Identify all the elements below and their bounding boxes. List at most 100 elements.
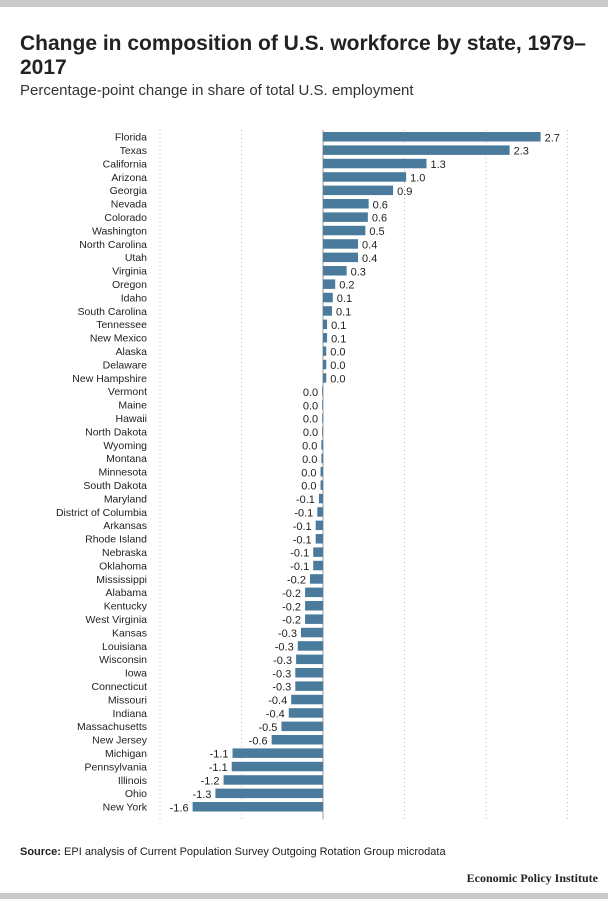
data-label: -0.4: [266, 708, 285, 720]
data-label: 0.6: [372, 213, 387, 225]
category-label: Washington: [92, 225, 147, 237]
data-label: 0.0: [301, 481, 316, 493]
source-note: Source: EPI analysis of Current Populati…: [20, 846, 446, 858]
source-label: Source:: [20, 846, 61, 858]
chart-title: Change in composition of U.S. workforce …: [20, 32, 586, 79]
bar-montana: [321, 453, 323, 464]
chart-subtitle: Percentage-point change in share of tota…: [20, 82, 414, 99]
data-label: -0.3: [273, 655, 292, 667]
category-label: Louisiana: [102, 641, 147, 653]
bar-ohio: [215, 788, 323, 799]
data-label: -0.3: [272, 682, 291, 694]
category-label: Vermont: [108, 386, 147, 398]
data-label: -0.3: [275, 641, 294, 653]
category-label: North Carolina: [79, 239, 147, 251]
data-label: 1.3: [431, 159, 446, 171]
data-label: 2.3: [514, 146, 529, 158]
category-label: Connecticut: [92, 681, 148, 693]
bar-new-hampshire: [323, 373, 327, 383]
data-label: 0.4: [362, 239, 377, 251]
category-label: Ohio: [125, 788, 147, 800]
data-label: -0.3: [272, 668, 291, 680]
data-label: -0.3: [278, 628, 297, 640]
data-label: 0.0: [302, 454, 317, 466]
data-label: 0.0: [301, 467, 316, 479]
category-label: Wisconsin: [99, 654, 147, 666]
category-label: Iowa: [125, 668, 147, 680]
bar-california: [323, 158, 427, 169]
data-label: -0.2: [287, 574, 306, 586]
data-label: 0.1: [331, 333, 346, 345]
category-label: North Dakota: [85, 426, 147, 438]
bar-rhode-island: [315, 534, 323, 544]
data-label: 0.1: [331, 320, 346, 332]
data-label: 1.0: [410, 172, 425, 184]
bar-hawaii: [322, 413, 323, 423]
category-label: Minnesota: [99, 467, 148, 479]
bar-wyoming: [321, 440, 323, 450]
bar-north-dakota: [322, 426, 323, 437]
bar-new-york: [192, 802, 323, 812]
category-label: South Dakota: [83, 480, 147, 492]
data-label: -1.1: [209, 762, 228, 774]
bar-alaska: [323, 346, 327, 356]
data-label: 0.0: [330, 347, 345, 359]
data-label: 0.6: [373, 199, 388, 211]
category-label: Michigan: [105, 748, 147, 760]
data-label: -1.2: [201, 775, 220, 787]
category-label: Nebraska: [102, 547, 147, 559]
category-label: Missouri: [108, 694, 147, 706]
bar-vermont: [322, 386, 323, 397]
data-label: -0.4: [268, 695, 287, 707]
category-label: New Mexico: [90, 333, 147, 345]
bar-kentucky: [305, 601, 323, 611]
category-label: Hawaii: [115, 413, 147, 425]
bar-oregon: [323, 279, 336, 289]
category-label: Mississippi: [96, 574, 147, 586]
category-label: Massachusetts: [77, 721, 147, 733]
data-label: -0.1: [290, 561, 309, 573]
data-label: -0.6: [249, 735, 268, 747]
category-label: Texas: [120, 145, 147, 157]
category-label: Kansas: [112, 627, 147, 639]
bar-maryland: [318, 493, 323, 504]
bar-virginia: [323, 266, 347, 276]
bar-illinois: [223, 775, 323, 785]
category-label: West Virginia: [86, 614, 148, 626]
data-label: 0.0: [330, 373, 345, 385]
bar-new-mexico: [323, 333, 328, 343]
data-label: 0.0: [330, 360, 345, 372]
source-text: EPI analysis of Current Population Surve…: [64, 846, 446, 858]
bar-arizona: [323, 172, 407, 182]
category-label: Utah: [125, 252, 147, 264]
data-label: 0.0: [303, 400, 318, 412]
bar-iowa: [295, 668, 323, 678]
data-label: 0.4: [362, 253, 377, 265]
bar-delaware: [323, 359, 327, 370]
bar-texas: [323, 145, 510, 155]
bar-arkansas: [315, 520, 323, 531]
bar-indiana: [288, 708, 323, 718]
category-label: Kentucky: [104, 601, 148, 613]
category-label: New Hampshire: [72, 373, 147, 385]
category-label: Oregon: [112, 279, 147, 291]
data-label: 0.3: [351, 266, 366, 278]
data-label: 0.0: [303, 427, 318, 439]
bar-chart: Florida 2.7 Texas 2.3 California 1.3 Arizona 1.…: [56, 130, 568, 820]
category-label: Arkansas: [103, 520, 147, 532]
data-label: -1.6: [170, 802, 189, 814]
category-label: Colorado: [104, 212, 147, 224]
data-label: 0.5: [369, 226, 384, 238]
bar-nebraska: [313, 547, 323, 557]
category-label: Montana: [106, 453, 147, 465]
category-label: Delaware: [103, 359, 148, 371]
data-label: 0.2: [339, 280, 354, 292]
category-label: California: [103, 158, 148, 170]
category-label: Maryland: [104, 493, 147, 505]
data-label: -0.2: [282, 615, 301, 627]
data-label: 0.9: [397, 186, 412, 198]
data-label: -0.5: [258, 722, 277, 734]
bar-idaho: [323, 292, 333, 303]
bar-alabama: [305, 587, 323, 598]
bar-west-virginia: [305, 614, 323, 624]
